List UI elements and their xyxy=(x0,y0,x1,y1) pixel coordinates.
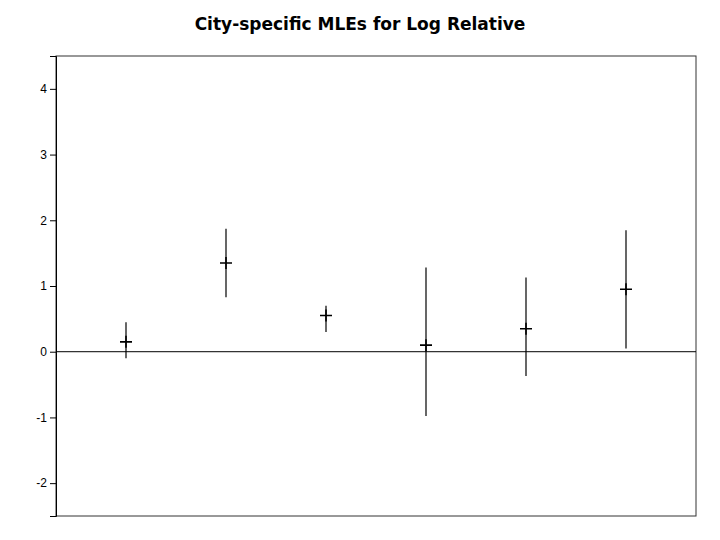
y-axis-line xyxy=(50,57,57,517)
y-tick: 0 xyxy=(40,345,56,359)
y-tick-label: 0 xyxy=(40,345,47,359)
y-tick: 1 xyxy=(40,279,56,293)
y-tick-mark xyxy=(50,155,56,156)
point xyxy=(320,310,332,322)
point xyxy=(120,336,132,348)
point xyxy=(420,339,432,351)
point xyxy=(620,283,632,295)
y-tick-mark xyxy=(50,89,56,90)
y-tick-mark xyxy=(50,417,56,418)
reference-line xyxy=(56,351,696,352)
y-tick-mark xyxy=(50,220,56,221)
y-tick-label: -2 xyxy=(36,476,47,490)
title: City-specific MLEs for Log Relative xyxy=(195,14,526,34)
plot: -2 -1 0 1 2 3 4 xyxy=(36,56,696,517)
y-tick-mark xyxy=(50,286,56,287)
point xyxy=(520,323,532,335)
y-tick-mark xyxy=(50,352,56,353)
plot-frame xyxy=(56,56,696,516)
y-tick-label: 4 xyxy=(40,82,47,96)
y-tick-label: 2 xyxy=(40,214,47,228)
y-tick: 3 xyxy=(40,148,56,162)
y-tick-label: 3 xyxy=(40,148,47,162)
y-tick: 4 xyxy=(40,82,56,96)
y-tick: 2 xyxy=(40,214,56,228)
y-tick-label: -1 xyxy=(36,411,47,425)
y-tick-mark xyxy=(50,483,56,484)
chart: -2 -1 0 1 2 3 4 City-specific MLEs for Log Rela… xyxy=(0,0,720,540)
y-tick-label: 1 xyxy=(40,279,47,293)
y-tick: -2 xyxy=(36,476,56,490)
marks xyxy=(56,229,696,416)
point xyxy=(220,257,232,269)
y-tick: -1 xyxy=(36,411,56,425)
y-axis: -2 -1 0 1 2 3 4 xyxy=(36,57,56,517)
